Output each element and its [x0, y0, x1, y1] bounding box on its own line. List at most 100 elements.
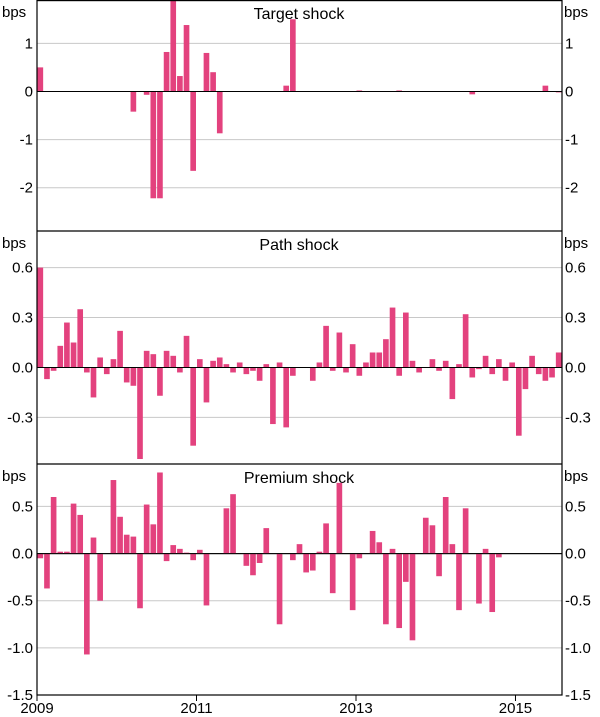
path-shock-bar	[84, 367, 90, 373]
xtick-label: 2015	[499, 700, 532, 717]
premium-shock-bar	[323, 523, 329, 554]
path-shock-ytick-left: -0.3	[7, 409, 33, 426]
premium-shock-bar	[482, 548, 489, 554]
premium-shock-bar	[422, 517, 429, 554]
premium-shock-bar	[329, 553, 336, 594]
target-shock-bar	[143, 91, 150, 95]
path-shock-bar	[469, 367, 476, 378]
target-shock-bar	[37, 67, 44, 92]
path-shock-bar	[236, 362, 243, 368]
premium-shock-bar	[196, 549, 203, 554]
path-shock-bar	[329, 367, 336, 371]
premium-shock-bar	[449, 544, 456, 554]
path-shock-bar	[409, 360, 416, 368]
premium-shock-bar	[276, 553, 283, 625]
target-shock-bar	[183, 25, 190, 92]
path-shock-bar	[103, 367, 110, 375]
path-shock-bar	[515, 367, 522, 436]
target-shock-bar	[542, 85, 549, 92]
path-shock-bar	[323, 325, 329, 368]
path-shock-bar	[44, 367, 50, 380]
path-shock-bar	[70, 342, 77, 368]
target-shock-ytick-left: -2	[20, 180, 33, 197]
target-shock-ytick-left: 1	[25, 35, 33, 52]
path-shock-bar	[117, 330, 123, 368]
path-shock-bar	[230, 367, 236, 373]
path-shock-bar	[403, 312, 409, 368]
premium-shock-bar	[163, 553, 170, 562]
path-shock-bar	[376, 352, 383, 368]
path-shock-bar	[243, 367, 250, 375]
path-shock-bar	[183, 335, 190, 368]
path-shock-bar	[283, 367, 290, 428]
path-shock-bar	[349, 344, 356, 368]
path-shock-bar	[429, 359, 436, 368]
path-shock-bar	[456, 364, 462, 368]
premium-shock-ytick-left: -1.0	[7, 640, 33, 657]
premium-shock-ytick-right: -1.5	[565, 687, 591, 704]
target-shock-bar	[190, 91, 196, 171]
target-shock-bar	[163, 51, 170, 92]
path-shock-bar	[442, 360, 449, 368]
path-shock-title: Path shock	[259, 237, 339, 254]
path-shock-bar	[90, 367, 97, 398]
premium-shock-bar	[290, 553, 296, 561]
premium-shock-bar	[150, 524, 157, 554]
path-shock-bar	[97, 357, 103, 368]
path-shock-bar	[522, 367, 529, 390]
premium-shock-bar	[476, 553, 482, 604]
path-shock-bar	[356, 367, 363, 376]
premium-shock-bar	[190, 553, 196, 561]
xtick-label: 2013	[339, 700, 372, 717]
xtick-label: 2009	[20, 700, 53, 717]
path-shock-bar	[542, 367, 549, 381]
path-shock-bar	[263, 364, 270, 368]
target-shock-ytick-right: -2	[565, 180, 578, 197]
path-shock-bar	[157, 367, 163, 396]
path-shock-bar	[343, 367, 349, 373]
path-shock-ytick-right: 0.3	[565, 310, 586, 327]
plot-frame	[36, 0, 563, 696]
path-shock-bar	[137, 367, 143, 460]
path-shock-bar	[509, 362, 515, 368]
premium-shock-bar	[223, 508, 230, 554]
premium-shock-left-unit: bps	[2, 468, 26, 485]
target-shock-title: Target shock	[254, 6, 346, 23]
path-shock-panel: Path shock bps bps 0.6 0.6 0.3 0.3 0.0 0.0 -0.…	[2, 235, 591, 460]
target-shock-bar	[203, 52, 210, 92]
target-shock-bar	[150, 91, 157, 199]
target-shock-bar	[290, 19, 296, 92]
premium-shock-ytick-left: 0.0	[12, 546, 33, 563]
path-shock-bar	[529, 355, 535, 368]
path-shock-bar	[449, 367, 456, 400]
path-shock-bar	[64, 322, 70, 368]
premium-shock-bar	[130, 536, 137, 554]
path-shock-bar	[177, 367, 183, 373]
premium-shock-bar	[170, 545, 177, 554]
path-shock-bar	[290, 367, 296, 376]
target-shock-ytick-right: 1	[565, 35, 573, 52]
path-shock-bar	[163, 350, 170, 368]
premium-shock-bar	[403, 553, 409, 582]
premium-shock-bar	[496, 553, 502, 558]
path-shock-bar	[256, 367, 263, 381]
premium-shock-bar	[376, 542, 383, 554]
path-shock-bar	[57, 345, 64, 368]
premium-shock-bar	[117, 516, 123, 554]
premium-shock-ytick-right: -0.5	[565, 593, 591, 610]
premium-shock-bar	[316, 551, 323, 554]
path-shock-bar	[496, 359, 502, 368]
path-shock-bar	[336, 332, 343, 368]
path-shock-bar	[170, 355, 177, 368]
target-shock-bar	[130, 91, 137, 112]
target-shock-panel: Target shock bps bps 1 1 0 0 -1 -1 -2 -2	[2, 0, 588, 199]
path-shock-ytick-right: -0.3	[565, 409, 591, 426]
path-shock-bar	[50, 367, 57, 371]
premium-shock-bar	[123, 534, 130, 554]
premium-shock-ytick-right: -1.0	[565, 640, 591, 657]
premium-shock-bar	[137, 553, 143, 609]
path-shock-bar	[196, 359, 203, 368]
path-shock-bar	[316, 362, 323, 368]
premium-shock-bar	[336, 482, 343, 554]
